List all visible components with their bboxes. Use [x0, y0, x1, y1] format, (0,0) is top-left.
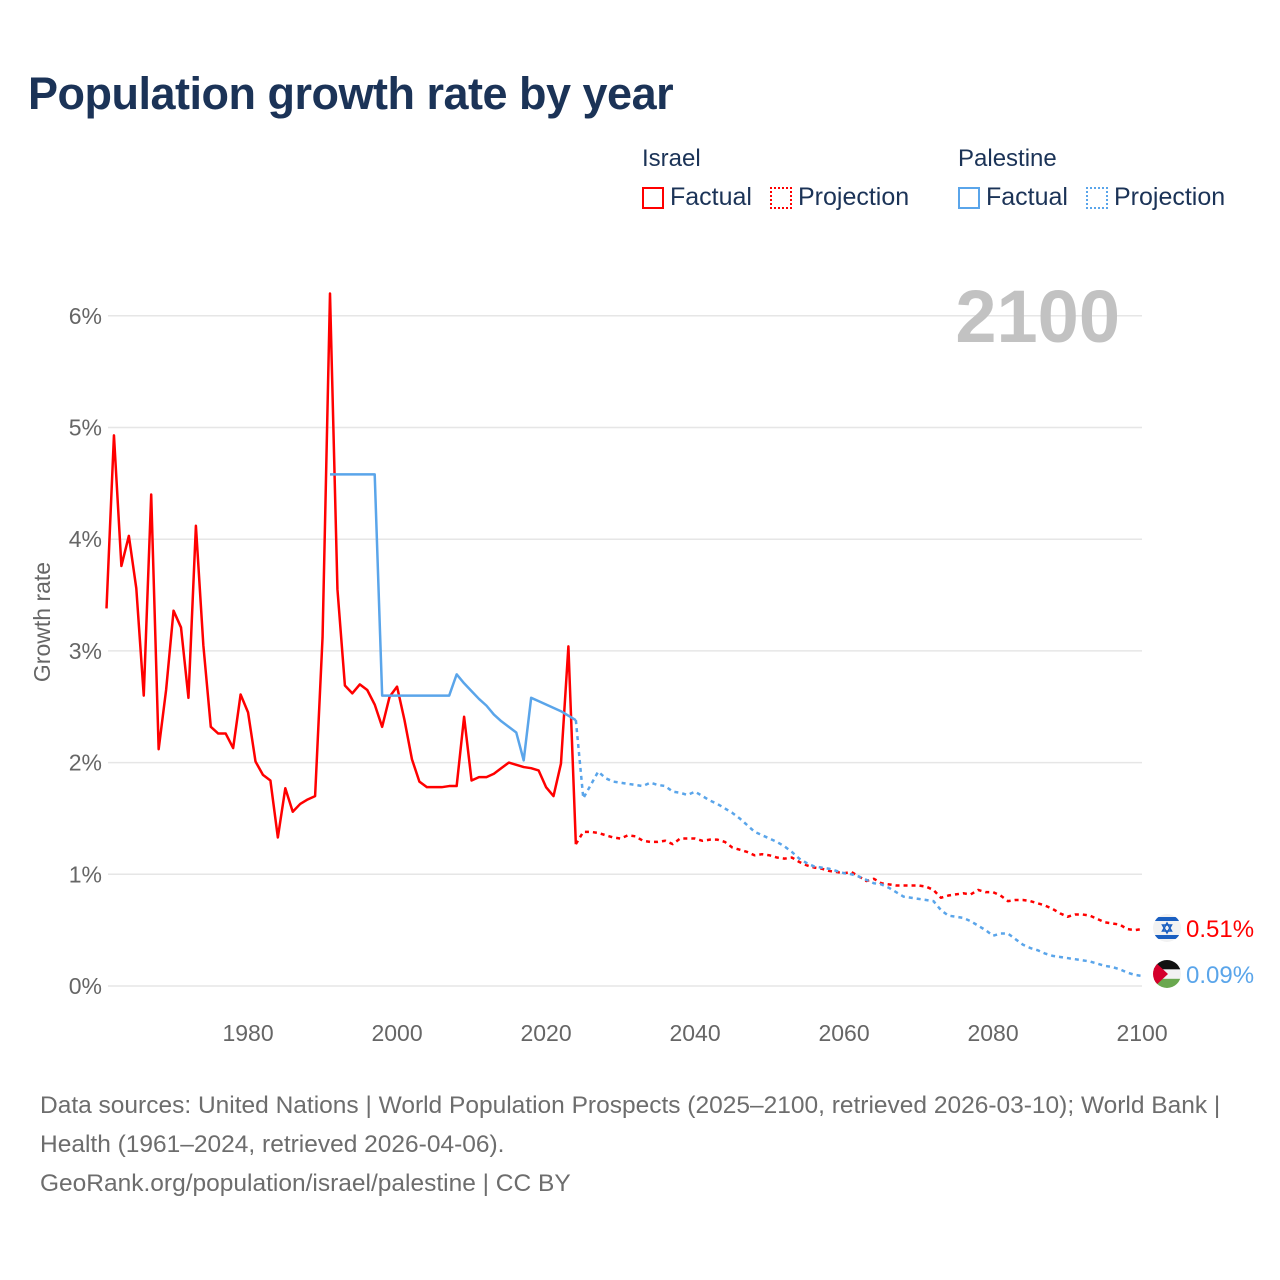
- end-value-label: 0.51%: [1186, 916, 1254, 943]
- legend-heading-palestine: Palestine: [958, 145, 1057, 172]
- y-tick-label: 3%: [69, 638, 102, 664]
- legend-item-israel-factual[interactable]: Factual: [642, 183, 752, 212]
- attribution-link[interactable]: GeoRank.org/population/israel/palestine …: [40, 1170, 571, 1197]
- gridlines: [108, 315, 1142, 987]
- y-axis-label: Growth rate: [29, 562, 55, 682]
- footer: Data sources: United Nations | World Pop…: [40, 1086, 1240, 1203]
- legend-group-israel: Israel Factual Projection: [642, 145, 909, 212]
- legend-heading-israel: Israel: [642, 145, 701, 172]
- legend-label: Factual: [670, 183, 752, 211]
- end-value-label: 0.09%: [1186, 962, 1254, 989]
- flag-stripe: [1153, 935, 1181, 939]
- israel-projection-line: [574, 830, 1143, 932]
- legend-item-palestine-projection[interactable]: Projection: [1085, 183, 1226, 212]
- y-tick-label: 4%: [69, 526, 102, 552]
- legend-label: Projection: [1113, 183, 1226, 211]
- legend-swatch-dotted-red: [769, 186, 792, 209]
- star-of-david: [1161, 924, 1173, 935]
- end-labels: 0.51% 0.09%: [1153, 914, 1254, 989]
- y-axis-ticks: 0% 1% 2% 3% 4% 5% 6%: [69, 303, 102, 999]
- palestine-projection-line: [574, 720, 1143, 978]
- star-of-david: [1161, 921, 1173, 932]
- x-axis-ticks: 1980 2000 2020 2040 2060 2080 2100: [222, 1020, 1167, 1046]
- legend-item-israel-projection[interactable]: Projection: [769, 183, 910, 212]
- legend-swatch-solid-blue: [958, 186, 980, 209]
- flag-stripe-green: [1153, 978, 1181, 988]
- palestine-factual-line: [330, 473, 577, 762]
- flag-stripe: [1153, 917, 1181, 921]
- y-tick-label: 0%: [69, 973, 102, 999]
- legend-swatch-dotted-blue: [1085, 186, 1108, 209]
- y-tick-label: 2%: [69, 750, 102, 776]
- flag-stripe-black: [1153, 960, 1181, 970]
- flag-body: [1153, 914, 1181, 942]
- year-overlay: 2100: [955, 275, 1120, 358]
- chart-title: Population growth rate by year: [28, 68, 674, 119]
- legend-label: Factual: [986, 183, 1068, 211]
- palestine-flag-icon: [1153, 960, 1181, 988]
- flag-body: [1153, 960, 1181, 988]
- flag-triangle: [1153, 960, 1168, 988]
- y-tick-label: 6%: [69, 303, 102, 329]
- series-lines: [105, 292, 1143, 978]
- line-chart: 0% 1% 2% 3% 4% 5% 6% 1980 2000 2020 2040 2060 2080 2…: [29, 275, 1254, 1046]
- legend-swatch-solid-red: [642, 186, 664, 209]
- x-tick-label: 2060: [818, 1020, 869, 1046]
- x-tick-label: 2100: [1116, 1020, 1167, 1046]
- x-tick-label: 2020: [520, 1020, 571, 1046]
- israel-factual-line: [105, 292, 578, 845]
- legend-label: Projection: [797, 183, 910, 211]
- x-tick-label: 1980: [222, 1020, 273, 1046]
- data-sources: Data sources: United Nations | World Pop…: [40, 1092, 1221, 1158]
- israel-flag-icon: [1153, 914, 1181, 942]
- x-tick-label: 2040: [669, 1020, 720, 1046]
- y-tick-label: 5%: [69, 415, 102, 441]
- legend-item-palestine-factual[interactable]: Factual: [958, 183, 1068, 212]
- legend-group-palestine: Palestine Factual Projection: [958, 145, 1225, 212]
- x-tick-label: 2080: [967, 1020, 1018, 1046]
- y-tick-label: 1%: [69, 861, 102, 887]
- x-tick-label: 2000: [371, 1020, 422, 1046]
